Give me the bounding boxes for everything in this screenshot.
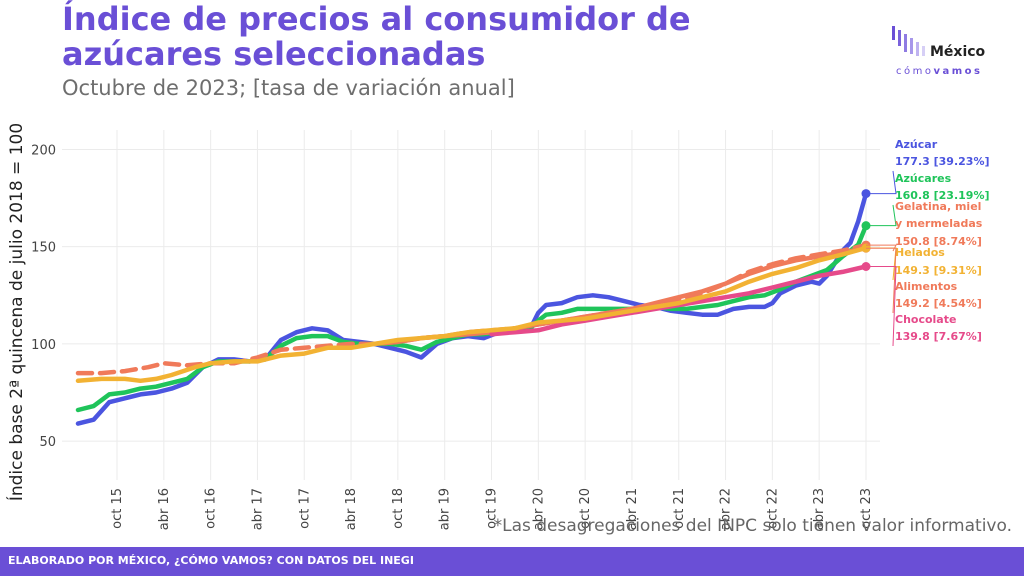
logo-subtitle: cómovamos: [896, 66, 983, 77]
series-line-0: [75, 191, 869, 426]
label-series-name: Alimentos: [895, 280, 958, 293]
label-series-name: Helados: [895, 246, 945, 259]
footer-text: ELABORADO POR MÉXICO, ¿CÓMO VAMOS? CON D…: [8, 554, 414, 567]
series-line-3: [75, 245, 869, 384]
label-series-name: Azúcares: [895, 172, 952, 185]
label-leader-line: [866, 247, 897, 281]
series-line-1: [75, 223, 869, 413]
y-tick-label: 150: [31, 241, 56, 256]
series-line-4: [372, 245, 869, 347]
x-tick-label: abr 22: [719, 488, 734, 530]
x-tick-label: oct 23: [859, 488, 874, 529]
x-tick-label: oct 15: [110, 488, 125, 529]
label-series-value: 149.2 [4.54%]: [895, 297, 982, 310]
series-lines: [75, 189, 871, 426]
label-leader-line: [866, 170, 897, 195]
label-series-name: Azúcar: [895, 138, 938, 151]
label-series-value: 160.8 [23.19%]: [895, 189, 990, 202]
mexico-como-vamos-logo: México cómovamos: [890, 22, 1005, 82]
label-series-value: 150.8 [8.74%]: [895, 235, 982, 248]
chart-title: Índice de precios al consumidor de azúca…: [62, 0, 691, 73]
footer-bar: ELABORADO POR MÉXICO, ¿CÓMO VAMOS? CON D…: [0, 547, 1024, 576]
x-tick-label: oct 18: [391, 488, 406, 529]
x-axis-ticks: oct 15 abr 16 oct 16 abr 17 oct 17 abr 18 oct …: [110, 488, 874, 530]
label-series-value: 177.3 [39.23%]: [895, 155, 990, 168]
x-tick-label: oct 17: [297, 488, 312, 529]
bars-logo-icon: [892, 26, 925, 56]
y-tick-label: 50: [39, 435, 56, 450]
logo-sub-2: vamos: [933, 66, 983, 77]
label-series-name: Chocolate: [895, 313, 956, 326]
x-tick-label: abr 17: [250, 488, 265, 530]
label-series-name: y mermeladas: [895, 217, 983, 230]
x-tick-label: oct 16: [204, 488, 219, 529]
y-tick-label: 100: [31, 338, 56, 353]
x-tick-label: abr 20: [531, 488, 546, 530]
x-tick-label: oct 20: [578, 488, 593, 529]
x-tick-label: oct 22: [765, 488, 780, 529]
x-tick-label: abr 19: [438, 488, 453, 530]
x-tick-label: abr 21: [625, 488, 640, 530]
label-leader-line: [866, 247, 897, 314]
y-tick-label: 200: [31, 143, 56, 158]
y-axis-label: Índice base 2ª quincena de julio 2018 = …: [5, 123, 27, 501]
x-tick-label: abr 23: [812, 488, 827, 530]
chart-subtitle: Octubre de 2023; [tasa de variación anua…: [62, 76, 515, 100]
y-axis-ticks: 50 100 150 200: [31, 143, 56, 450]
label-series-value: 149.3 [9.31%]: [895, 264, 982, 277]
logo-sub-1: cómo: [896, 66, 934, 77]
label-leader-line: [866, 204, 897, 227]
x-tick-label: oct 19: [485, 488, 500, 529]
label-leader-line: [866, 266, 897, 347]
x-tick-label: abr 16: [157, 488, 172, 530]
x-tick-label: oct 21: [672, 488, 687, 529]
x-tick-label: abr 18: [344, 488, 359, 530]
footnote: *Las desagregaciones del INPC solo tiene…: [493, 516, 1012, 536]
end-labels: Azúcar 177.3 [39.23%] Azúcares 160.8 [23.19…: [866, 138, 990, 347]
logo-word: México: [930, 44, 986, 60]
label-leader-line: [866, 244, 897, 252]
label-series-name: Gelatina, miel: [895, 200, 981, 213]
label-series-value: 139.8 [7.67%]: [895, 330, 982, 343]
